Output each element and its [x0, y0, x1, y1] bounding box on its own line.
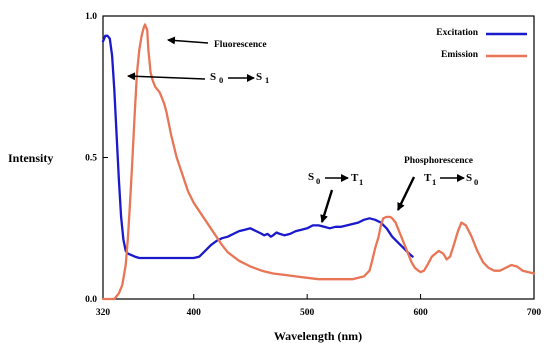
t1-s0-to-subscript: 0 — [474, 177, 478, 187]
s0-s1-pointer — [127, 72, 206, 81]
x-tick-label: 700 — [527, 308, 542, 318]
phosphorescence-label: Phosphorescence — [404, 156, 473, 166]
s0-s1-from-symbol: S — [210, 71, 216, 83]
legend: Excitation Emission — [436, 28, 527, 60]
x-axis-label: Wavelength (nm) — [274, 329, 362, 343]
ticks-layer: 320 400 500 600 700 0.0 0.5 1.0 — [85, 12, 541, 318]
y-tick-label: 0.5 — [85, 154, 97, 164]
t1-s0-from-subscript: 1 — [432, 177, 436, 187]
phosphorescence-annotation: Phosphorescence T 1 S 0 — [396, 156, 478, 211]
s0-s1-to-subscript: 1 — [265, 75, 269, 85]
s0-t1-from-symbol: S — [308, 171, 314, 183]
x-tick-label: 600 — [413, 308, 428, 318]
fluorescence-label: Fluorescence — [214, 40, 267, 50]
s0-t1-to-symbol: T — [351, 172, 359, 184]
t1-s0-from-symbol: T — [424, 172, 432, 184]
transition-s0-s1: S 0 S 1 — [127, 71, 269, 85]
series-layer — [101, 23, 536, 301]
s0-s1-to-symbol: S — [256, 71, 262, 83]
x-tick-label: 500 — [300, 308, 315, 318]
y-tick-label: 0.0 — [85, 295, 97, 305]
series-line-emission — [101, 23, 536, 301]
y-tick-label: 1.0 — [85, 12, 97, 22]
s0-t1-pointer — [320, 189, 334, 223]
phosphorescence-pointer — [396, 176, 416, 211]
y-axis-label: Intensity — [8, 151, 53, 165]
fluorescence-annotation: Fluorescence — [167, 36, 267, 50]
legend-label-emission: Emission — [441, 50, 479, 60]
s0-t1-to-subscript: 1 — [359, 177, 363, 187]
x-tick-label: 320 — [96, 308, 111, 318]
x-tick-label: 400 — [187, 308, 202, 318]
fluorescence-arrow — [167, 36, 209, 45]
legend-label-excitation: Excitation — [436, 28, 478, 38]
t1-s0-to-symbol: S — [466, 172, 472, 184]
s0-t1-from-subscript: 0 — [316, 176, 320, 186]
s0-s1-from-subscript: 0 — [219, 75, 223, 85]
transition-s0-t1: S 0 T 1 — [308, 171, 363, 223]
